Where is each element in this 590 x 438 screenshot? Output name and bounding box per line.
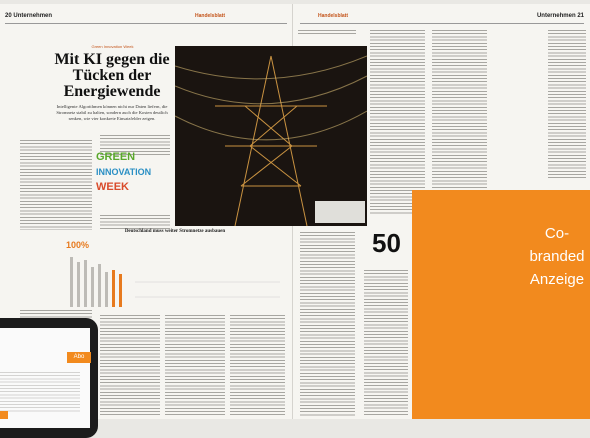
page-number: 21 <box>577 13 584 19</box>
text-column <box>230 315 285 415</box>
big-number: 50 <box>372 228 401 259</box>
text-column <box>370 30 425 215</box>
text-column <box>300 232 355 417</box>
photo <box>175 46 367 226</box>
subtitle: Intelligente Algorithmen können nicht nu… <box>52 104 172 122</box>
screen-accent <box>0 411 8 419</box>
headline: Mit KI gegen die Tücken der Energiewende <box>48 52 176 100</box>
subscribe-button[interactable]: Abo <box>67 352 91 363</box>
kicker: Green Innovation Week <box>50 44 175 49</box>
logo: GREEN INNOVATION WEEK <box>96 150 166 214</box>
page-header: Unternehmen 21 <box>537 13 584 19</box>
text-column <box>100 215 170 230</box>
page-header: 20 Unternehmen <box>5 13 52 19</box>
newspaper-spread: {"masthead": "Handelsblatt", "left_page"… <box>0 0 590 419</box>
chart-label: 100% <box>66 240 89 250</box>
section: Unternehmen <box>537 13 576 19</box>
masthead: Handelsblatt <box>318 13 348 19</box>
page-number: 20 <box>5 13 12 19</box>
rule <box>300 23 584 24</box>
text-column <box>100 315 160 415</box>
chart-title: Deutschland muss weiter Stromnetze ausba… <box>60 229 290 234</box>
section: Unternehmen <box>13 13 52 19</box>
screen-text <box>0 372 80 412</box>
text-column <box>165 315 225 415</box>
chart-graphic <box>65 252 287 307</box>
text-column <box>548 30 586 180</box>
text-column <box>364 270 408 417</box>
logo-word: GREEN <box>96 150 166 165</box>
text-column <box>432 30 487 190</box>
text-column <box>20 140 92 230</box>
masthead: Handelsblatt <box>195 13 225 19</box>
ad-label: Co-branded Anzeige <box>525 222 589 291</box>
rule <box>5 23 287 24</box>
logo-word: INNOVATION <box>96 165 166 180</box>
text-column <box>298 30 356 35</box>
logo-word: WEEK <box>96 180 166 195</box>
